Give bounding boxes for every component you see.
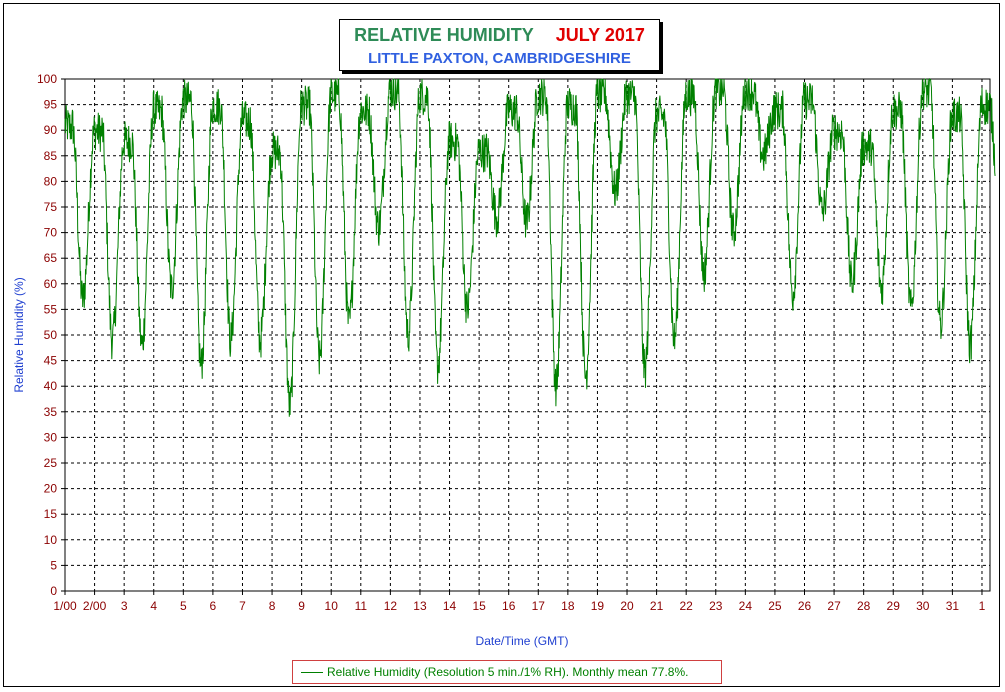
chart-title: RELATIVE HUMIDITY bbox=[354, 25, 534, 45]
y-tick-label: 100 bbox=[37, 72, 57, 86]
x-tick-label: 1/00 bbox=[53, 599, 77, 613]
y-tick-label: 25 bbox=[44, 456, 58, 470]
grid-layer bbox=[64, 78, 991, 592]
y-tick-label: 40 bbox=[44, 379, 58, 393]
x-tick-label: 8 bbox=[269, 599, 276, 613]
x-tick-label: 13 bbox=[413, 599, 427, 613]
y-tick-label: 85 bbox=[44, 149, 58, 163]
x-tick-label: 16 bbox=[502, 599, 516, 613]
x-tick-label: 19 bbox=[591, 599, 605, 613]
y-tick-label: 80 bbox=[44, 174, 58, 188]
y-tick-label: 5 bbox=[50, 558, 57, 572]
x-tick-label: 23 bbox=[709, 599, 723, 613]
x-tick-label: 14 bbox=[443, 599, 457, 613]
x-tick-label: 24 bbox=[739, 599, 753, 613]
x-tick-label: 12 bbox=[384, 599, 398, 613]
x-tick-label: 1 bbox=[979, 599, 986, 613]
chart-title-line: RELATIVE HUMIDITY JULY 2017 bbox=[340, 25, 659, 46]
chart-title-period: JULY 2017 bbox=[555, 25, 645, 45]
x-tick-label: 25 bbox=[768, 599, 782, 613]
legend: Relative Humidity (Resolution 5 min./1% … bbox=[292, 660, 722, 684]
x-tick-label: 20 bbox=[620, 599, 634, 613]
y-tick-label: 20 bbox=[44, 482, 58, 496]
x-tick-label: 26 bbox=[798, 599, 812, 613]
humidity-series-line bbox=[64, 77, 996, 417]
y-tick-label: 75 bbox=[44, 200, 58, 214]
y-tick-label: 70 bbox=[44, 226, 58, 240]
legend-label: Relative Humidity (Resolution 5 min./1% … bbox=[327, 665, 689, 679]
x-tick-label: 28 bbox=[857, 599, 871, 613]
series-layer bbox=[64, 77, 996, 417]
y-tick-label: 65 bbox=[44, 251, 58, 265]
x-tick-label: 18 bbox=[561, 599, 575, 613]
y-tick-label: 35 bbox=[44, 405, 58, 419]
x-tick-label: 22 bbox=[680, 599, 694, 613]
x-tick-label: 11 bbox=[355, 599, 368, 613]
y-tick-label: 30 bbox=[44, 430, 58, 444]
x-tick-label: 17 bbox=[532, 599, 546, 613]
x-tick-label: 10 bbox=[325, 599, 339, 613]
y-tick-label: 0 bbox=[50, 584, 57, 598]
x-tick-label: 6 bbox=[210, 599, 217, 613]
x-tick-label: 4 bbox=[150, 599, 157, 613]
y-tick-label: 50 bbox=[44, 328, 58, 342]
x-tick-label: 21 bbox=[650, 599, 664, 613]
y-axis-label: Relative Humidity (%) bbox=[12, 277, 26, 392]
y-tick-label: 45 bbox=[44, 354, 58, 368]
x-tick-label: 15 bbox=[472, 599, 486, 613]
x-tick-label: 2/00 bbox=[83, 599, 107, 613]
legend-swatch bbox=[301, 672, 323, 673]
y-tick-label: 90 bbox=[44, 123, 58, 137]
x-tick-label: 7 bbox=[239, 599, 246, 613]
x-axis-label: Date/Time (GMT) bbox=[476, 634, 569, 648]
y-tick-label: 15 bbox=[44, 507, 58, 521]
y-tick-label: 60 bbox=[44, 277, 58, 291]
x-tick-label: 30 bbox=[916, 599, 930, 613]
y-tick-label: 95 bbox=[44, 98, 58, 112]
x-tick-label: 5 bbox=[180, 599, 187, 613]
chart-title-box: RELATIVE HUMIDITY JULY 2017 LITTLE PAXTON… bbox=[339, 19, 660, 71]
x-tick-label: 9 bbox=[298, 599, 305, 613]
axis-layer: 0510152025303540455055606570758085909510… bbox=[37, 72, 986, 613]
chart-subtitle: LITTLE PAXTON, CAMBRIDGESHIRE bbox=[368, 50, 631, 67]
y-tick-label: 10 bbox=[44, 533, 58, 547]
x-tick-label: 29 bbox=[887, 599, 901, 613]
x-tick-label: 3 bbox=[121, 599, 128, 613]
x-tick-label: 31 bbox=[946, 599, 960, 613]
x-tick-label: 27 bbox=[827, 599, 841, 613]
y-tick-label: 55 bbox=[44, 302, 58, 316]
